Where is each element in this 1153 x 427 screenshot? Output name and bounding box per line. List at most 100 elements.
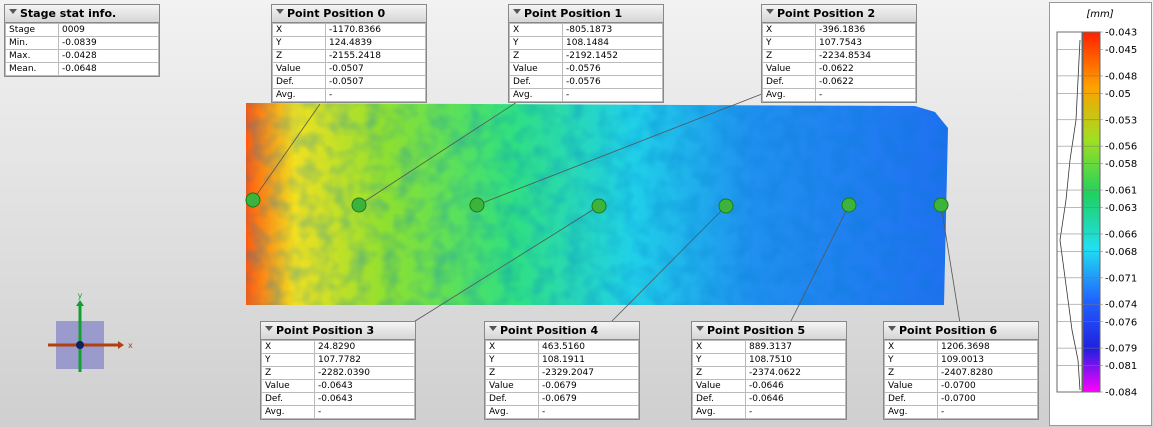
label: Y [762,36,816,50]
tick-label: -0.074 [1105,300,1137,311]
row: Max. -0.0428 [5,49,159,63]
label: Avg. [509,88,563,102]
label: X [509,23,563,37]
label: Z [692,366,746,380]
row: X -805.1873 [509,23,663,37]
row: Def. -0.0507 [272,75,426,89]
value: -0.0679 [538,379,639,393]
label: Value [261,379,315,393]
value: -0.0679 [538,392,639,406]
value: - [538,405,639,419]
label: X [261,340,315,354]
value: - [745,405,846,419]
label: Z [762,49,816,63]
value: -0.0700 [937,379,1038,393]
row: Y 107.7782 [261,353,415,367]
label: Y [692,353,746,367]
row: X 889.3137 [692,340,846,354]
label: X [692,340,746,354]
tick-label: -0.066 [1105,229,1137,240]
value: 463.5160 [538,340,639,354]
info-table: X 1206.3698 Y 109.0013 Z -2407.8280 Value -0.07… [884,340,1038,419]
row: Z -2192.1452 [509,49,663,63]
row: Z -2329.2047 [485,366,639,380]
row: Avg. - [692,405,846,419]
label: Y [272,36,326,50]
value: 24.8290 [314,340,415,354]
value: -0.0428 [58,49,159,63]
row: Def. -0.0643 [261,392,415,406]
label: Def. [762,75,816,89]
info-box: Point Position 2 X -396.1836 Y 107.7543 Z -223… [761,4,917,103]
label: Y [884,353,938,367]
value: 124.4839 [325,36,426,50]
box-title: Point Position 1 [509,5,663,23]
row: Value -0.0576 [509,62,663,76]
row: Y 107.7543 [762,36,916,50]
tick-label: -0.058 [1105,159,1137,170]
row: Value -0.0643 [261,379,415,393]
tick-label: -0.063 [1105,203,1137,214]
value: -0.0622 [815,75,916,89]
tick-label: -0.061 [1105,186,1137,197]
label: Value [485,379,539,393]
info-box: Point Position 1 X -805.1873 Y 108.1484 Z -219… [508,4,664,103]
label: Z [884,366,938,380]
box-title: Point Position 2 [762,5,916,23]
row: Value -0.0679 [485,379,639,393]
axis-gizmo: y x [48,291,133,372]
value: - [937,405,1038,419]
label: Avg. [272,88,326,102]
row: Avg. - [762,88,916,102]
tick-label: -0.084 [1105,388,1137,399]
label: X [485,340,539,354]
row: Y 124.4839 [272,36,426,50]
box-title: Point Position 3 [261,322,415,340]
histogram-box [1056,31,1083,393]
label: Z [272,49,326,63]
value: - [562,88,663,102]
tick-label: -0.081 [1105,361,1137,372]
value: -2329.2047 [538,366,639,380]
value: 107.7543 [815,36,916,50]
box-title: Stage stat info. [5,5,159,23]
row: Def. -0.0646 [692,392,846,406]
label: Z [485,366,539,380]
row: Z -2407.8280 [884,366,1038,380]
row: Avg. - [272,88,426,102]
box-title: Point Position 5 [692,322,846,340]
info-table: X -1170.8366 Y 124.4839 Z -2155.2418 Value -0.0… [272,23,426,102]
value: -2234.8534 [815,49,916,63]
value: -0.0622 [815,62,916,76]
row: Y 108.1484 [509,36,663,50]
value: -2192.1452 [562,49,663,63]
label: Value [884,379,938,393]
value: 108.1911 [538,353,639,367]
row: Stage 0009 [5,23,159,37]
tick-label: -0.05 [1105,89,1131,100]
row: X -1170.8366 [272,23,426,37]
value: -0.0507 [325,75,426,89]
label: Stage [5,23,59,37]
label: Value [692,379,746,393]
info-table: Stage 0009 Min. -0.0839 Max. -0.0428 Mean. -0.0… [5,23,159,76]
value: 109.0013 [937,353,1038,367]
gizmo-x: x [128,341,133,350]
row: Avg. - [485,405,639,419]
value: -2155.2418 [325,49,426,63]
value: - [815,88,916,102]
value: -0.0643 [314,379,415,393]
label: Def. [692,392,746,406]
label: Mean. [5,62,59,76]
value: -0.0646 [745,392,846,406]
box-title: Point Position 0 [272,5,426,23]
value: -805.1873 [562,23,663,37]
tick-label: -0.079 [1105,344,1137,355]
label: Z [261,366,315,380]
tick-label: -0.045 [1105,45,1137,56]
value: -2407.8280 [937,366,1038,380]
label: Avg. [762,88,816,102]
label: Max. [5,49,59,63]
